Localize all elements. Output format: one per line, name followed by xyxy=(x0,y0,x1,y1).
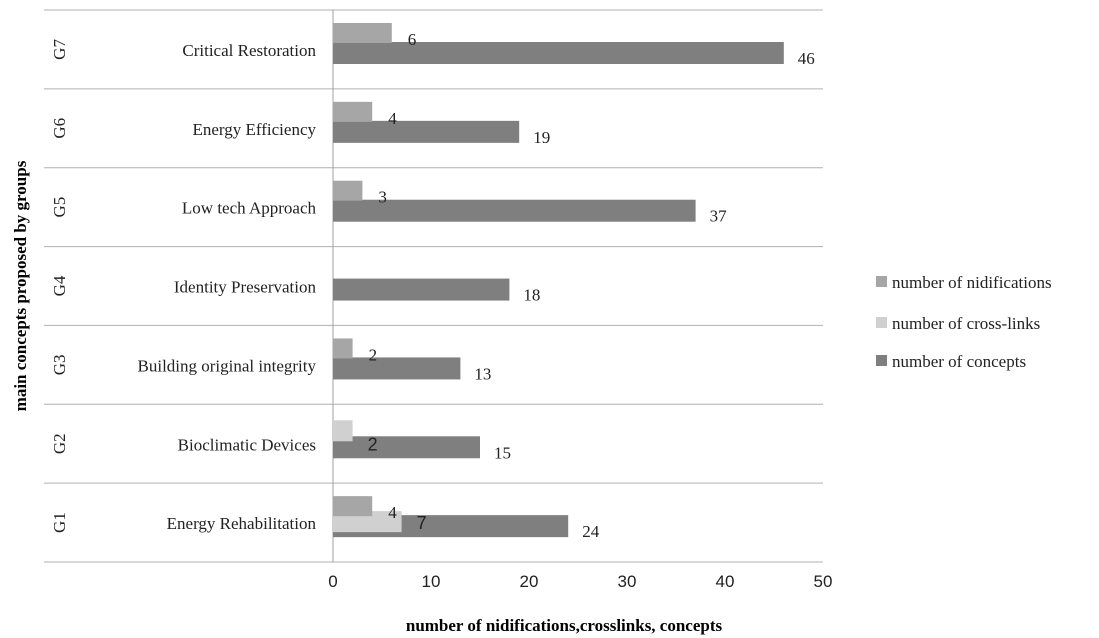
bar-nidifications xyxy=(333,180,363,201)
legend-label: number of concepts xyxy=(892,352,1026,371)
group-label: G1 xyxy=(50,512,69,533)
legend: number of nidifications number of cross-l… xyxy=(876,273,1052,371)
group-label: G3 xyxy=(50,354,69,375)
bars-layer xyxy=(333,23,784,538)
data-label-concepts: 18 xyxy=(523,286,540,305)
legend-swatch xyxy=(876,317,887,328)
data-label-cross-links: 2 xyxy=(368,434,378,454)
category-label: Critical Restoration xyxy=(182,41,316,60)
bar-nidifications xyxy=(333,101,373,122)
labels-layer: G7 Critical Restoration 46 6 G6 Energy Effici… xyxy=(50,30,815,541)
legend-swatch xyxy=(876,276,887,287)
bar-concepts xyxy=(333,357,461,380)
data-label-nidifications: 3 xyxy=(378,188,387,207)
bar-cross-links xyxy=(333,511,402,533)
data-label-concepts: 46 xyxy=(798,49,815,68)
group-label: G2 xyxy=(50,433,69,454)
row-separators xyxy=(44,9,823,563)
bar-nidifications xyxy=(333,23,392,43)
category-label: Identity Preservation xyxy=(174,278,317,297)
group-label: G7 xyxy=(50,39,69,60)
x-tick-label: 30 xyxy=(618,572,637,591)
category-label: Building original integrity xyxy=(138,356,317,375)
data-label-nidifications: 4 xyxy=(388,503,397,522)
data-label-cross-links: 7 xyxy=(417,513,427,533)
category-label: Low tech Approach xyxy=(182,199,317,218)
data-label-concepts: 37 xyxy=(710,207,728,226)
data-label-nidifications: 6 xyxy=(408,30,417,49)
x-tick-label: 40 xyxy=(716,572,735,591)
x-tick-label: 10 xyxy=(422,572,441,591)
y-axis-title: main concepts proposed by groups xyxy=(11,160,30,411)
category-label: Energy Rehabilitation xyxy=(167,514,317,533)
bar-concepts xyxy=(333,199,696,222)
category-label: Energy Efficiency xyxy=(192,120,316,139)
data-label-concepts: 15 xyxy=(494,443,511,462)
legend-label: number of cross-links xyxy=(892,314,1040,333)
bar-concepts xyxy=(333,278,510,301)
data-label-concepts: 13 xyxy=(474,364,491,383)
data-label-concepts: 24 xyxy=(582,522,600,541)
bar-cross-links xyxy=(333,420,353,442)
bar-concepts xyxy=(333,120,520,143)
bar-nidifications xyxy=(333,338,353,359)
group-label: G6 xyxy=(50,118,69,139)
category-label: Bioclimatic Devices xyxy=(178,435,316,454)
x-tick-label: 0 xyxy=(328,572,337,591)
bar-concepts xyxy=(333,436,480,459)
legend-label: number of nidifications xyxy=(892,273,1052,292)
group-label: G4 xyxy=(50,275,69,296)
data-label-nidifications: 2 xyxy=(369,345,378,364)
x-ticks-layer: 0 10 20 30 40 50 xyxy=(328,572,832,591)
bar-concepts xyxy=(333,42,784,64)
group-label: G5 xyxy=(50,197,69,218)
x-tick-label: 20 xyxy=(520,572,539,591)
legend-swatch xyxy=(876,355,887,366)
x-tick-label: 50 xyxy=(814,572,833,591)
x-axis-title: number of nidifications,crosslinks, conc… xyxy=(406,616,723,635)
bar-nidifications xyxy=(333,496,373,517)
data-label-nidifications: 4 xyxy=(388,109,397,128)
data-label-concepts: 19 xyxy=(533,128,550,147)
